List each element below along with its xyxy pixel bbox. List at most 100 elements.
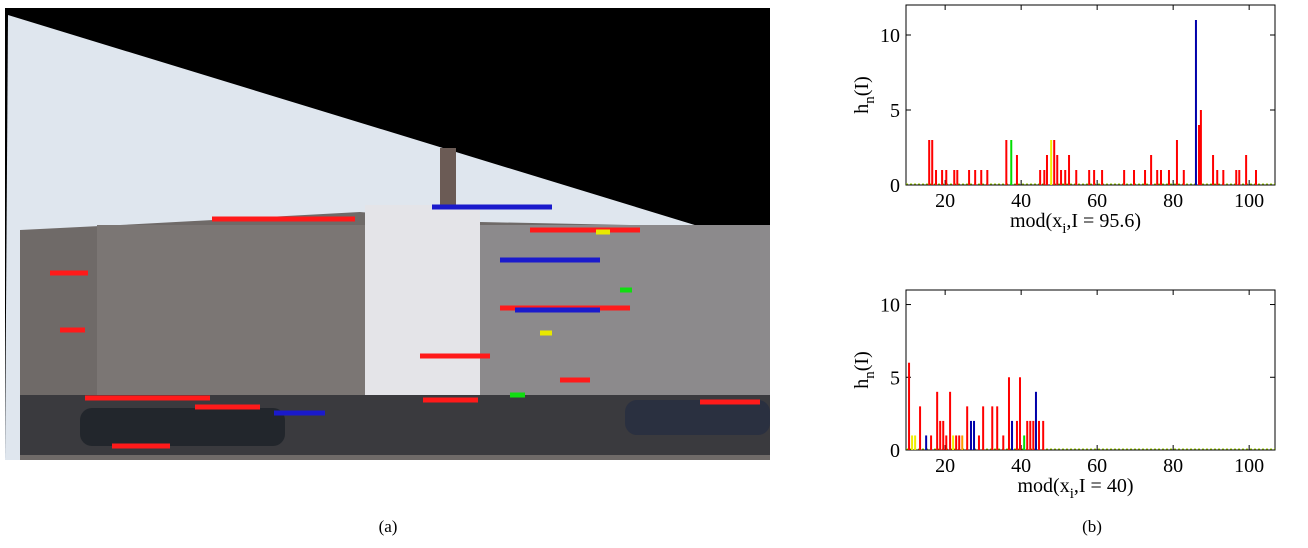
bar	[978, 435, 980, 450]
bar	[911, 435, 913, 450]
bar	[1046, 155, 1048, 185]
x-tick-label: 80	[1163, 455, 1183, 477]
y-tick-label: 10	[880, 295, 900, 317]
axis-label: hn(I)	[851, 351, 878, 388]
bar	[1039, 170, 1041, 185]
bar	[1150, 155, 1152, 185]
bar	[1053, 140, 1055, 185]
x-tick-label: 80	[1163, 190, 1183, 212]
bar	[1156, 170, 1158, 185]
label-part: h	[851, 104, 873, 114]
bar	[1016, 155, 1018, 185]
label-part: mod(x	[1018, 475, 1070, 497]
plot-area	[906, 290, 1275, 450]
bar	[1255, 170, 1257, 185]
axis-label: mod(xi,I = 95.6)	[1010, 210, 1141, 237]
bar	[1245, 155, 1247, 185]
bar	[1088, 170, 1090, 185]
label-part: h	[851, 379, 873, 389]
y-tick-label: 10	[880, 25, 900, 47]
label-part: (I)	[851, 76, 873, 96]
bar	[919, 406, 921, 450]
bar	[1016, 421, 1018, 450]
bar	[939, 421, 941, 450]
bar	[1222, 170, 1224, 185]
bar	[908, 363, 910, 450]
bar	[1035, 392, 1037, 450]
bar	[1029, 421, 1031, 450]
x-tick-label: 100	[1234, 190, 1264, 212]
bar	[1160, 170, 1162, 185]
bar	[1075, 170, 1077, 185]
axis-label: hn(I)	[851, 76, 878, 113]
bar	[1093, 170, 1095, 185]
bar	[1019, 377, 1021, 450]
bar	[1038, 421, 1040, 450]
bar	[945, 170, 947, 185]
bar	[966, 406, 968, 450]
y-tick-label: 5	[890, 367, 900, 389]
facade-middle	[365, 205, 480, 425]
bar	[1195, 20, 1197, 185]
bar	[1042, 421, 1044, 450]
bar	[970, 421, 972, 450]
label-part: ,I = 40)	[1074, 475, 1134, 497]
label-part: ,I = 95.6)	[1066, 210, 1141, 232]
x-tick-label: 100	[1234, 455, 1264, 477]
bar	[925, 435, 927, 450]
bar	[1064, 170, 1066, 185]
x-tick-label: 20	[935, 455, 955, 477]
bar	[973, 421, 975, 450]
x-tick-label: 40	[1011, 455, 1031, 477]
bar	[1023, 435, 1025, 450]
bar	[941, 170, 943, 185]
bar	[1133, 170, 1135, 185]
bar	[982, 406, 984, 450]
x-tick-label: 60	[1087, 190, 1107, 212]
label-part: mod(x	[1010, 210, 1062, 232]
bar	[996, 406, 998, 450]
y-tick-label: 5	[890, 100, 900, 122]
bar	[936, 392, 938, 450]
bar	[931, 140, 933, 185]
label-part: (I)	[851, 351, 873, 371]
bar	[942, 421, 944, 450]
bar	[1010, 140, 1012, 185]
bar	[1032, 421, 1034, 450]
bar	[1123, 170, 1125, 185]
bar	[1050, 140, 1052, 185]
bar	[958, 435, 960, 450]
bar	[955, 435, 957, 450]
bar	[1101, 170, 1103, 185]
bar	[1168, 170, 1170, 185]
bar	[1002, 435, 1004, 450]
bar	[935, 170, 937, 185]
bar	[928, 140, 930, 185]
bar	[1005, 140, 1007, 185]
car	[625, 400, 770, 435]
x-tick-label: 40	[1011, 190, 1031, 212]
plot-area	[906, 5, 1275, 185]
bar	[1011, 421, 1013, 450]
bar	[945, 435, 947, 450]
bar	[1216, 170, 1218, 185]
bar	[952, 435, 954, 450]
figure: (a) (b) 051020406080100hn(I)mod(xi,I = 9…	[0, 0, 1308, 548]
x-tick-label: 20	[935, 190, 955, 212]
bar	[986, 170, 988, 185]
bar	[974, 170, 976, 185]
photo	[5, 8, 770, 460]
car	[80, 408, 285, 446]
x-tick-label: 60	[1087, 455, 1107, 477]
bar	[949, 392, 951, 450]
bar	[968, 170, 970, 185]
bar	[953, 170, 955, 185]
bar	[1144, 170, 1146, 185]
bar	[1212, 155, 1214, 185]
bar	[1176, 140, 1178, 185]
y-tick-label: 0	[890, 440, 900, 462]
facade-left	[97, 225, 367, 395]
bar	[1056, 155, 1058, 185]
caption: (b)	[1082, 517, 1102, 536]
bar	[961, 435, 963, 450]
